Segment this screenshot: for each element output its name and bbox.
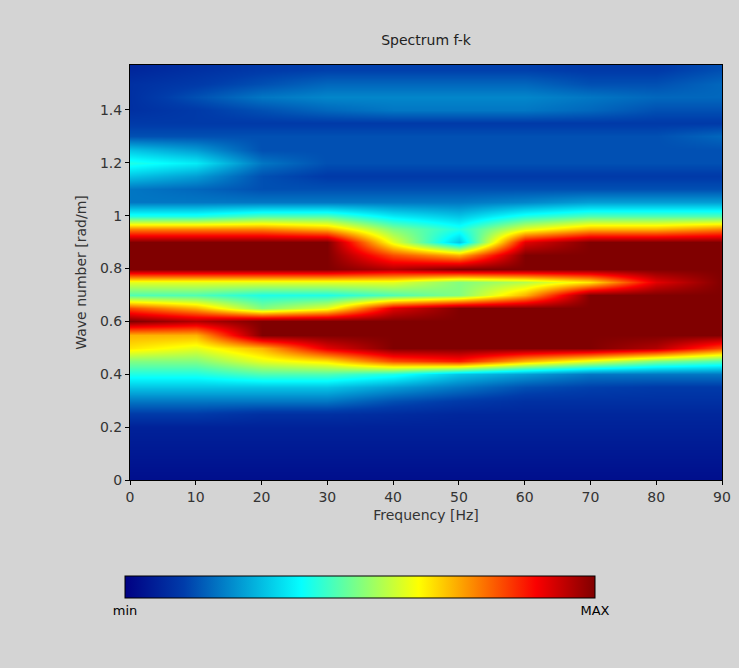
svg-text:20: 20 <box>253 489 271 505</box>
svg-text:50: 50 <box>450 489 468 505</box>
svg-text:min: min <box>113 603 138 618</box>
svg-text:1.2: 1.2 <box>100 155 122 171</box>
svg-text:Spectrum f-k: Spectrum f-k <box>381 32 472 48</box>
svg-text:0.2: 0.2 <box>100 419 122 435</box>
svg-text:1.4: 1.4 <box>100 102 122 118</box>
svg-text:Frequency [Hz]: Frequency [Hz] <box>373 507 479 523</box>
svg-text:Wave number [rad/m]: Wave number [rad/m] <box>73 195 89 349</box>
svg-text:30: 30 <box>318 489 336 505</box>
svg-text:0: 0 <box>126 489 135 505</box>
svg-text:0.4: 0.4 <box>100 366 122 382</box>
svg-text:0.6: 0.6 <box>100 313 122 329</box>
svg-text:0: 0 <box>113 472 122 488</box>
svg-text:10: 10 <box>187 489 205 505</box>
svg-text:80: 80 <box>647 489 665 505</box>
svg-text:0.8: 0.8 <box>100 260 122 276</box>
svg-text:90: 90 <box>713 489 731 505</box>
svg-text:1: 1 <box>113 208 122 224</box>
svg-text:60: 60 <box>516 489 534 505</box>
svg-text:40: 40 <box>384 489 402 505</box>
svg-text:MAX: MAX <box>580 603 609 618</box>
svg-text:70: 70 <box>582 489 600 505</box>
